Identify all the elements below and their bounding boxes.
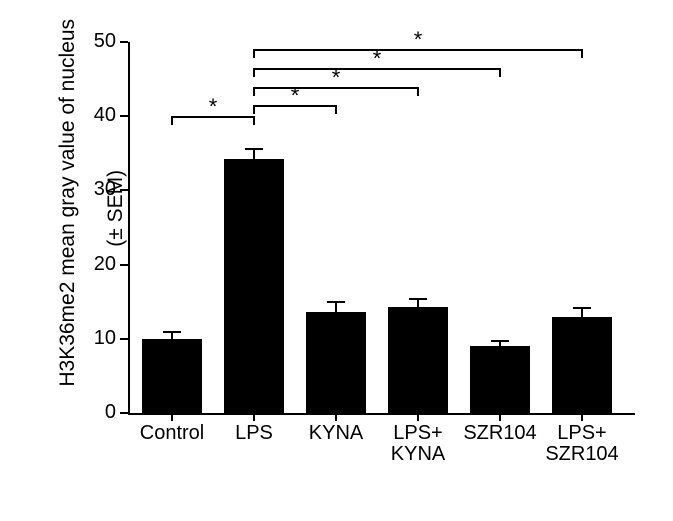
- sig-label: *: [414, 29, 423, 51]
- x-axis-line: [128, 413, 635, 415]
- error-cap: [327, 301, 345, 303]
- error-cap: [163, 331, 181, 333]
- y-tick: [120, 115, 128, 117]
- sig-bracket-end: [253, 87, 255, 96]
- y-tick-label: 0: [72, 401, 116, 424]
- error-bar: [253, 149, 255, 159]
- sig-bracket-end: [581, 49, 583, 58]
- bar: [224, 159, 284, 413]
- x-tick-label: LPS+ SZR104: [532, 423, 632, 465]
- x-tick: [417, 413, 419, 421]
- x-tick: [335, 413, 337, 421]
- y-tick-label: 40: [72, 104, 116, 127]
- y-tick-label: 30: [72, 178, 116, 201]
- sig-bracket-end: [335, 105, 337, 114]
- y-axis-label: H3K36me2 mean gray value of nucleus (± S…: [32, 30, 152, 410]
- bar: [388, 307, 448, 413]
- error-bar: [417, 299, 419, 307]
- error-bar: [171, 332, 173, 339]
- sig-bracket-end: [253, 105, 255, 114]
- x-tick: [171, 413, 173, 421]
- sig-bracket-end: [253, 49, 255, 58]
- sig-bracket-end: [171, 116, 173, 125]
- x-tick: [253, 413, 255, 421]
- y-tick-label: 50: [72, 30, 116, 53]
- y-tick-label: 10: [72, 327, 116, 350]
- bar: [142, 339, 202, 413]
- error-cap: [245, 148, 263, 150]
- sig-bracket-end: [253, 68, 255, 77]
- error-bar: [335, 302, 337, 312]
- y-tick: [120, 338, 128, 340]
- y-tick: [120, 264, 128, 266]
- y-tick: [120, 189, 128, 191]
- bar: [470, 346, 530, 413]
- error-cap: [409, 298, 427, 300]
- error-cap: [573, 307, 591, 309]
- y-axis-line: [128, 42, 130, 415]
- sig-bracket-end: [253, 116, 255, 125]
- sig-label: *: [209, 96, 218, 118]
- bar-chart: H3K36me2 mean gray value of nucleus (± S…: [0, 0, 673, 521]
- x-tick: [499, 413, 501, 421]
- y-tick: [120, 412, 128, 414]
- x-tick: [581, 413, 583, 421]
- error-bar: [581, 308, 583, 316]
- error-cap: [491, 340, 509, 342]
- y-tick-label: 20: [72, 253, 116, 276]
- sig-bracket-end: [499, 68, 501, 77]
- bar: [552, 317, 612, 413]
- sig-bracket-end: [417, 87, 419, 96]
- y-tick: [120, 41, 128, 43]
- bar: [306, 312, 366, 413]
